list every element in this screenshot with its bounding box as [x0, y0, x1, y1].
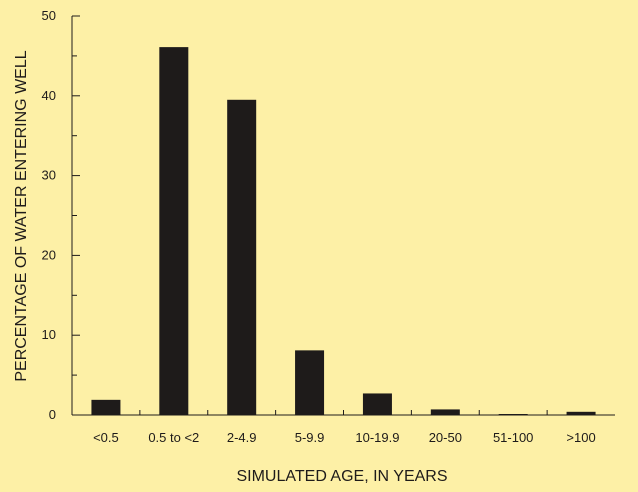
bar	[566, 411, 596, 415]
bar	[362, 393, 392, 415]
y-tick-label: 30	[42, 168, 56, 183]
bar	[159, 47, 189, 415]
x-tick-label: <0.5	[93, 430, 119, 445]
x-tick-label: 20-50	[429, 430, 462, 445]
y-tick-label: 40	[42, 88, 56, 103]
bar	[227, 99, 257, 415]
y-tick-label: 10	[42, 327, 56, 342]
y-tick-label: 50	[42, 8, 56, 23]
bar	[295, 350, 325, 415]
bars-group	[91, 47, 596, 415]
x-tick-label: 5-9.9	[295, 430, 325, 445]
x-tick-label: 51-100	[493, 430, 533, 445]
x-tick-label: >100	[566, 430, 595, 445]
bar	[91, 399, 121, 415]
x-tick-label: 10-19.9	[355, 430, 399, 445]
y-tick-label: 20	[42, 247, 56, 262]
x-tick-label: 0.5 to <2	[148, 430, 199, 445]
x-axis-title: SIMULATED AGE, IN YEARS	[236, 468, 447, 485]
x-tick-label: 2-4.9	[227, 430, 257, 445]
bar	[430, 409, 460, 415]
y-axis-title: PERCENTAGE OF WATER ENTERING WELL	[13, 50, 30, 381]
axes-group: 0 10 20 30 40 50 <0.5 0.5 to <2 2-4.9 5-9.9 10-19.…	[42, 8, 615, 445]
y-tick-label: 0	[49, 407, 56, 422]
